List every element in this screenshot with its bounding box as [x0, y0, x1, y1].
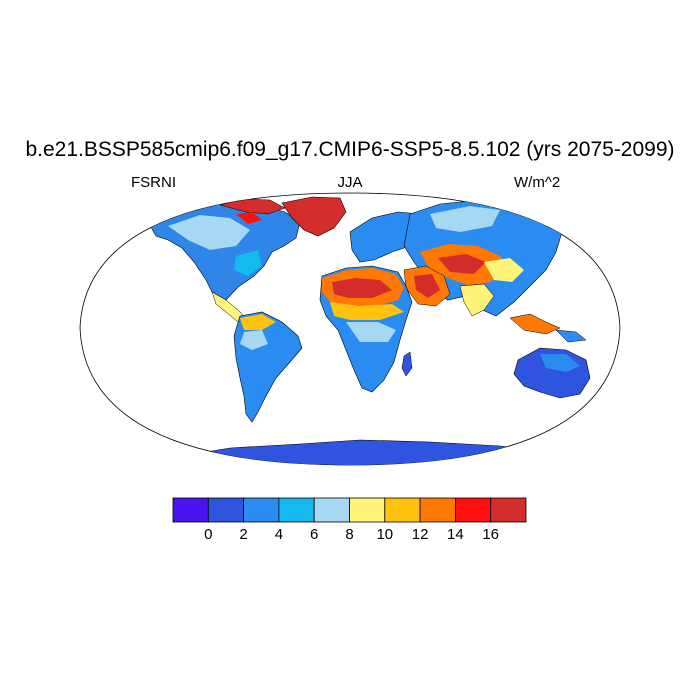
colorbar-tick-label: 4: [274, 526, 284, 543]
australia-patch: [540, 354, 580, 372]
colorbar-tick-label: 10: [376, 526, 394, 543]
season-label: JJA: [337, 174, 363, 191]
north-america-patch: [168, 215, 250, 250]
colorbar-box: [454, 497, 492, 523]
colorbar-box: [207, 497, 245, 523]
india: [459, 283, 495, 317]
africa-mid: [346, 322, 396, 342]
colorbar-tick-label: 8: [345, 526, 354, 543]
sahel: [330, 302, 404, 320]
plot-title: b.e21.BSSP585cmip6.f09_g17.CMIP6-SSP5-8.…: [25, 138, 675, 161]
south-america-patch: [240, 330, 268, 350]
colorbar-tick-label: 2: [239, 526, 248, 543]
colorbar-box: [419, 497, 456, 523]
colorbar-box: [243, 497, 280, 523]
colorbar-box: [490, 497, 527, 523]
north-america-patch: [234, 250, 262, 276]
colorbar-box: [278, 497, 315, 523]
colorbar-tick-label: 0: [204, 526, 213, 543]
madagascar: [401, 351, 413, 377]
units-label: W/m^2: [514, 174, 561, 191]
new-guinea: [555, 329, 587, 343]
asia-desert: [438, 254, 486, 274]
arctic-islands: [236, 212, 262, 224]
colorbar-box: [349, 497, 386, 523]
arabia-core: [414, 274, 440, 298]
variable-label: FSRNI: [131, 174, 176, 191]
greenland: [281, 196, 347, 237]
colorbar-tick-label: 16: [482, 526, 500, 543]
maritime-continent: [509, 313, 561, 335]
colorbar-box: [313, 497, 350, 523]
sahara-core: [332, 278, 392, 298]
colorbar-tick-label: 14: [447, 526, 464, 543]
tibet-plateau: [484, 258, 524, 282]
colorbar-tick-label: 6: [310, 526, 319, 543]
south-america-patch: [240, 314, 276, 330]
colorbar-box: [384, 497, 421, 523]
colorbar-box: [172, 497, 209, 523]
asia-patch: [430, 206, 500, 232]
colorbar-tick-label: 12: [411, 526, 429, 543]
